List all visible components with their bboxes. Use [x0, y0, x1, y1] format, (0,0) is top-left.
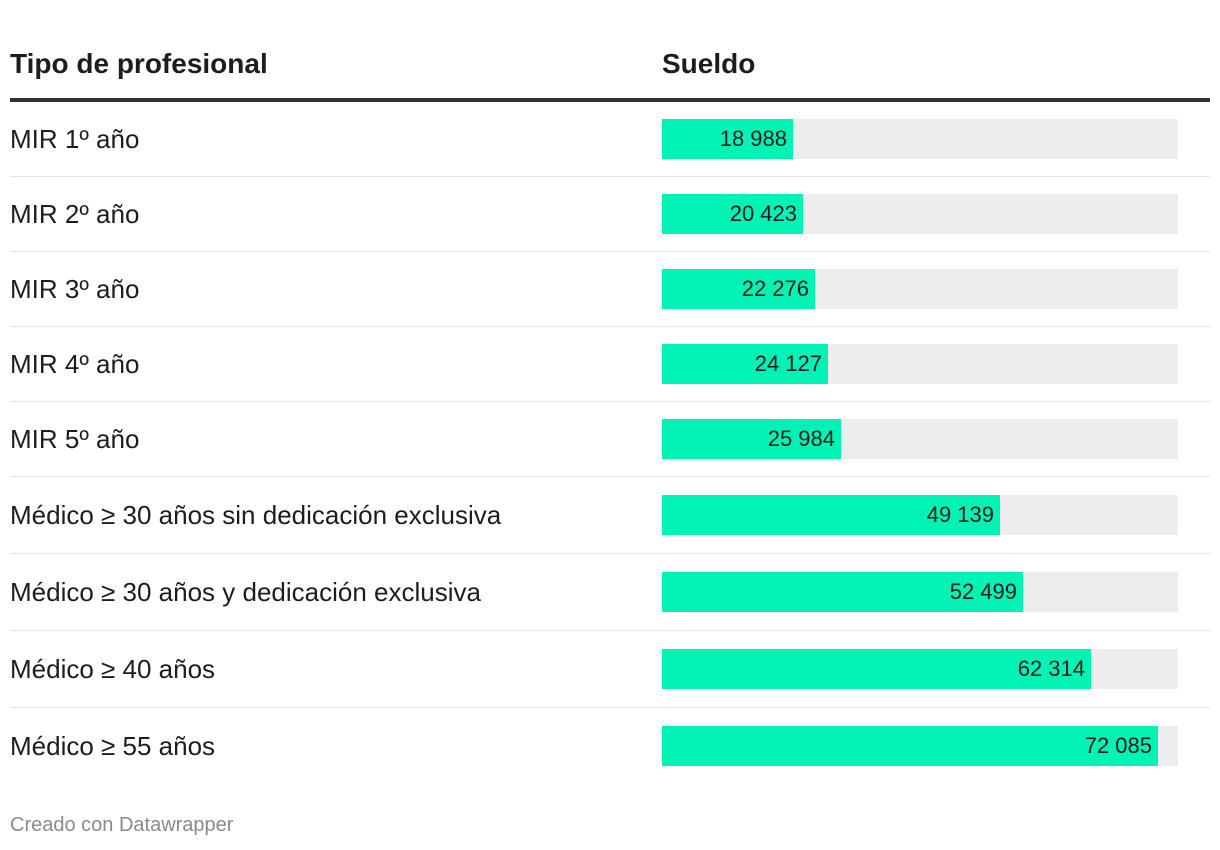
bar-value-label: 18 988 — [719, 126, 787, 151]
bar-track: 20 423 — [662, 194, 1178, 234]
bar: 62 314 — [662, 649, 1091, 689]
bar-track: 24 127 — [662, 344, 1178, 384]
table-row: MIR 5º año 25 984 — [10, 402, 1210, 477]
bar-value-label: 20 423 — [729, 201, 797, 226]
row-label: MIR 2º año — [10, 199, 140, 229]
bar-value-label: 72 085 — [1084, 733, 1152, 758]
bar-value-label: 25 984 — [767, 426, 835, 451]
table-body: MIR 1º año 18 988 MIR 2º año 20 423 MIR 3º a… — [10, 102, 1210, 784]
bar: 24 127 — [662, 344, 828, 384]
row-label: MIR 4º año — [10, 349, 140, 379]
bar-track: 25 984 — [662, 419, 1178, 459]
bar: 25 984 — [662, 419, 841, 459]
bar-track: 49 139 — [662, 495, 1178, 535]
bar: 20 423 — [662, 194, 803, 234]
bar-track: 72 085 — [662, 726, 1178, 766]
bar-value-label: 49 139 — [926, 502, 994, 527]
salary-table: Tipo de profesional Sueldo MIR 1º año 18 … — [10, 40, 1210, 784]
table-row: Médico ≥ 30 años y dedicación exclusiva 5… — [10, 554, 1210, 631]
bar-value-label: 24 127 — [754, 351, 822, 376]
bar-track: 62 314 — [662, 649, 1178, 689]
table-row: MIR 2º año 20 423 — [10, 177, 1210, 252]
table-row: Médico ≥ 30 años sin dedicación exclusiv… — [10, 477, 1210, 554]
row-label: MIR 1º año — [10, 124, 140, 154]
table-row: MIR 4º año 24 127 — [10, 327, 1210, 402]
bar-track: 18 988 — [662, 119, 1178, 159]
bar: 22 276 — [662, 269, 815, 309]
row-label: MIR 5º año — [10, 424, 140, 454]
table-row: MIR 3º año 22 276 — [10, 252, 1210, 327]
table-row: Médico ≥ 40 años 62 314 — [10, 631, 1210, 708]
row-label: Médico ≥ 30 años sin dedicación exclusiv… — [10, 500, 502, 530]
bar: 49 139 — [662, 495, 1000, 535]
bar-value-label: 22 276 — [741, 276, 809, 301]
bar: 72 085 — [662, 726, 1158, 766]
value-column-header: Sueldo — [662, 48, 756, 79]
row-label: Médico ≥ 55 años — [10, 731, 216, 761]
table-row: Médico ≥ 55 años 72 085 — [10, 708, 1210, 784]
bar-value-label: 52 499 — [949, 579, 1017, 604]
row-label: MIR 3º año — [10, 274, 140, 304]
datawrapper-credit: Creado con Datawrapper — [10, 814, 234, 836]
label-column-header: Tipo de profesional — [10, 48, 268, 79]
row-label: Médico ≥ 30 años y dedicación exclusiva — [10, 577, 481, 607]
bar-track: 52 499 — [662, 572, 1178, 612]
bar-value-label: 62 314 — [1017, 656, 1085, 681]
row-label: Médico ≥ 40 años — [10, 654, 216, 684]
table-row: MIR 1º año 18 988 — [10, 102, 1210, 177]
bar: 18 988 — [662, 119, 793, 159]
bar-track: 22 276 — [662, 269, 1178, 309]
table-header: Tipo de profesional Sueldo — [10, 40, 1210, 102]
bar: 52 499 — [662, 572, 1023, 612]
